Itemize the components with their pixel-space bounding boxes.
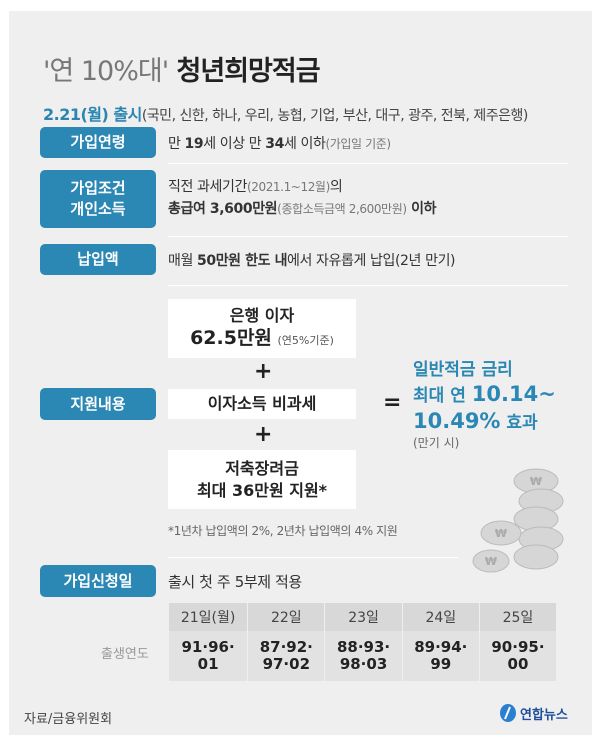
divider bbox=[168, 163, 568, 164]
divider bbox=[168, 557, 458, 558]
yonhap-logo: 연합뉴스 bbox=[499, 703, 568, 723]
svg-text:₩: ₩ bbox=[495, 527, 507, 540]
savings-bonus-box: 저축장려금 최대 36만원 지원* bbox=[168, 450, 356, 509]
source-text: 자료/금융위원회 bbox=[24, 712, 113, 727]
income-text: 직전 과세기간(2021.1~12월)의 총급여 3,600만원(종합소득금액 2… bbox=[168, 179, 437, 217]
yonhap-logo-icon bbox=[500, 704, 516, 722]
label-age: 가입연령 bbox=[40, 127, 156, 158]
birth-year-label: 출생연도 bbox=[101, 647, 149, 662]
subtitle: 2.21(월) 출시(국민, 신한, 하나, 우리, 농협, 기업, 부산, 대… bbox=[43, 105, 528, 124]
tax-free-box: 이자소득 비과세 bbox=[168, 389, 356, 419]
age-text: 만 19세 이상 만 34세 이하(가입일 기준) bbox=[168, 136, 391, 152]
apply-text: 출시 첫 주 5부제 적용 bbox=[168, 573, 302, 591]
plus-sign: + bbox=[254, 359, 273, 384]
page-title: '연 10%대' 청년희망적금 bbox=[43, 56, 321, 87]
table-row: 91·96· 01 87·92· 97·02 88·93· 98·03 89·94· 9… bbox=[167, 631, 556, 681]
svg-text:₩: ₩ bbox=[530, 475, 542, 488]
label-support: 지원내용 bbox=[40, 388, 156, 420]
result-text: 일반적금 금리 최대 연 10.14~ 10.49% 효과 (만기 시) bbox=[413, 360, 556, 450]
divider bbox=[168, 236, 568, 237]
divider bbox=[168, 285, 568, 286]
coin-stack-icon: ₩ ₩ ₩ bbox=[472, 468, 564, 573]
svg-text:₩: ₩ bbox=[485, 555, 497, 568]
bank-interest-box: 은행 이자 62.5만원 (연5%기준) bbox=[168, 299, 356, 358]
table-header-row: 21일(월) 22일 23일 24일 25일 bbox=[167, 603, 556, 631]
payment-text: 매월 50만원 한도 내에서 자유롭게 납입(2년 만기) bbox=[168, 253, 456, 269]
equals-sign: = bbox=[383, 390, 402, 415]
label-apply: 가입신청일 bbox=[40, 565, 156, 597]
label-income: 가입조건 개인소득 bbox=[40, 170, 156, 228]
label-payment: 납입액 bbox=[40, 244, 156, 275]
plus-sign: + bbox=[254, 422, 273, 447]
schedule-table: 21일(월) 22일 23일 24일 25일 91·96· 01 87·92· 97·02 … bbox=[167, 603, 556, 681]
footnote: *1년차 납입액의 2%, 2년차 납입액의 4% 지원 bbox=[168, 524, 398, 538]
infographic-card: '연 10%대' 청년희망적금 2.21(월) 출시(국민, 신한, 하나, 우… bbox=[9, 11, 592, 735]
